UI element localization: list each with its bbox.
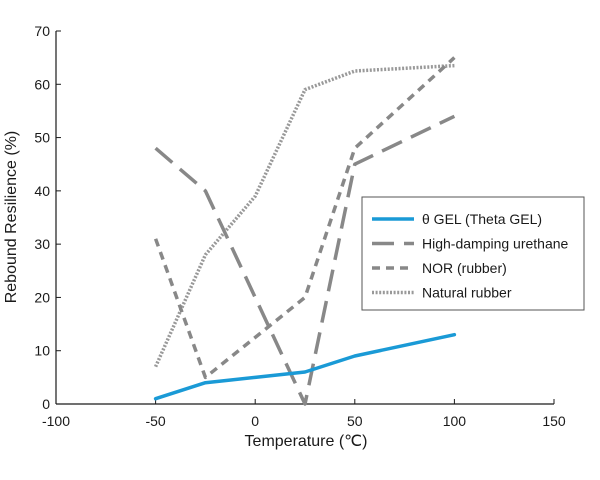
x-tick-label: -50 bbox=[145, 413, 165, 429]
axes: 0 10 20 30 40 50 60 70 -100 -50 0 50 100 150 bbox=[34, 23, 565, 429]
series-line-0 bbox=[153, 332, 457, 401]
legend-label-0: θ GEL (Theta GEL) bbox=[422, 211, 542, 227]
x-tick-label: -100 bbox=[42, 413, 70, 429]
y-axis-title: Rebound Resilience (%) bbox=[3, 131, 20, 304]
x-tick-label: 50 bbox=[347, 413, 363, 429]
series-line-2 bbox=[153, 56, 456, 380]
legend-label-2: NOR (rubber) bbox=[422, 260, 507, 276]
legend-label-3: Natural rubber bbox=[422, 285, 512, 301]
x-axis-title: Temperature (℃) bbox=[245, 433, 368, 450]
y-tick-label: 50 bbox=[34, 130, 50, 146]
series-line-1 bbox=[154, 114, 456, 406]
series-line-3 bbox=[154, 63, 455, 368]
x-tick-label: 100 bbox=[443, 413, 467, 429]
legend-label-1: High-damping urethane bbox=[422, 236, 569, 252]
series-layer bbox=[153, 56, 457, 406]
x-tick-label: 0 bbox=[251, 413, 259, 429]
y-tick-label: 10 bbox=[34, 343, 50, 359]
y-tick-label: 30 bbox=[34, 236, 50, 252]
y-tick-label: 0 bbox=[42, 396, 50, 412]
x-tick-label: 150 bbox=[542, 413, 566, 429]
y-tick-label: 40 bbox=[34, 183, 50, 199]
y-tick-label: 70 bbox=[34, 23, 50, 39]
legend: θ GEL (Theta GEL) High-damping urethane NO… bbox=[361, 196, 585, 311]
y-tick-label: 20 bbox=[34, 289, 50, 305]
y-tick-label: 60 bbox=[34, 76, 50, 92]
